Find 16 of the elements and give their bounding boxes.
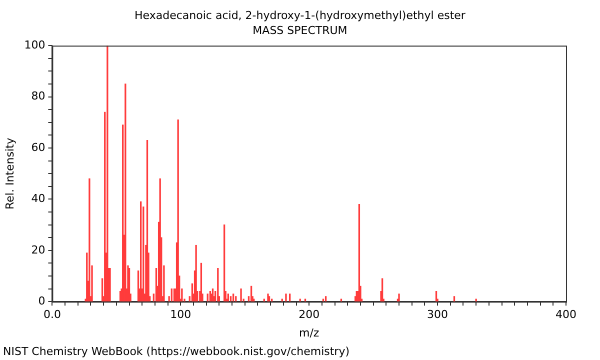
y-tick-label: 20 [31, 243, 46, 256]
y-axis-title: Rel. Intensity [3, 137, 16, 210]
y-tick-label: 60 [31, 140, 46, 154]
x-tick-label: 200 [298, 308, 320, 322]
x-axis-title: m/z [298, 326, 320, 340]
x-tick-label: 300 [427, 308, 448, 322]
y-tick-label: 40 [31, 192, 46, 206]
y-tick-label: 100 [24, 38, 46, 52]
chart-title: Hexadecanoic acid, 2-hydroxy-1-(hydroxymethyl)ethyl ester [134, 8, 466, 23]
chart-subtitle: MASS SPECTRUM [252, 23, 348, 38]
x-tick-label: 100 [170, 308, 192, 322]
x-tick-label: 0.0 [43, 308, 61, 322]
y-tick-label: 80 [31, 90, 46, 103]
text: NIST Chemistry WebBook (https://webbook.nist.gov/chemistry) [3, 345, 350, 358]
y-tick-label: 0 [38, 294, 46, 308]
x-tick-label: 400 [556, 308, 576, 322]
